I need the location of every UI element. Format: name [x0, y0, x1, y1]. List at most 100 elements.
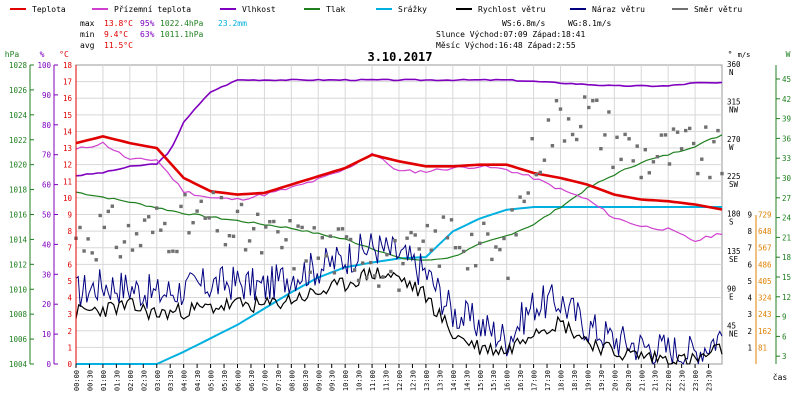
wind-direction-point — [147, 215, 151, 219]
wind-direction-point — [429, 248, 433, 252]
wind-tick-label-9: 18 — [782, 253, 792, 262]
wind-direction-point — [268, 220, 272, 224]
legend-label-6: Náraz větru — [592, 5, 645, 14]
wind-direction-point — [506, 276, 510, 280]
dir-tick-deg-4: 180 — [727, 210, 741, 219]
stat-max-rain: 23.2mm — [218, 19, 247, 28]
wind-tick-label-13: 6 — [782, 332, 787, 341]
temp-tick-label-13: 5 — [67, 277, 72, 286]
wind-direction-point — [704, 125, 708, 129]
x-tick-label-46: 23:00 — [692, 370, 700, 391]
sol-tick-label-2: 567 — [758, 244, 772, 253]
wind-direction-point — [175, 249, 179, 254]
wind-direction-point — [518, 195, 522, 199]
ms-tick-label-2: 7 — [747, 244, 752, 253]
x-tick-label-26: 13:00 — [423, 370, 431, 391]
wind-direction-point — [570, 132, 575, 137]
x-tick-label-36: 18:00 — [558, 370, 566, 391]
wind-direction-point — [211, 190, 215, 195]
wind-direction-point — [191, 221, 195, 225]
hpa-axis-unit: hPa — [5, 50, 20, 59]
info-moon: Měsíc Východ:16:48 Západ:2:55 — [436, 41, 576, 50]
temp-tick-label-0: 18 — [63, 61, 73, 70]
wind-direction-point — [397, 288, 401, 292]
temp-tick-label-10: 8 — [67, 227, 72, 236]
hpa-tick-label-2: 1024 — [9, 111, 28, 120]
chart-legend: Teplota Přízemní teplota Vlhkost Tlak Srážky… — [10, 5, 742, 14]
hpa-tick-label-9: 1010 — [9, 285, 28, 294]
y-axes: hPa1028102610241022102010181016101410121… — [5, 50, 792, 369]
wind-direction-point — [82, 249, 86, 253]
wind-tick-label-12: 9 — [782, 313, 787, 322]
stat-max-label: max — [80, 19, 95, 28]
stat-max-hum: 95% — [140, 19, 155, 28]
wind-direction-point — [684, 128, 688, 133]
wind-direction-point — [502, 236, 506, 241]
wind-direction-point — [361, 261, 365, 265]
dir-tick-deg-2: 270 — [727, 135, 741, 144]
wind-direction-point — [494, 245, 498, 249]
hpa-tick-label-7: 1014 — [9, 235, 28, 244]
wind-direction-point — [138, 243, 143, 248]
temp-tick-label-3: 15 — [63, 111, 72, 120]
wind-direction-point — [276, 230, 280, 234]
temp-tick-label-15: 3 — [67, 310, 72, 319]
pct-tick-label-7: 30 — [42, 270, 52, 279]
x-tick-label-43: 21:30 — [652, 370, 660, 391]
wind-direction-point — [336, 227, 341, 231]
x-tick-label-10: 05:00 — [208, 370, 216, 391]
wind-direction-point — [530, 137, 534, 141]
stat-avg-temp: 11.5°C — [104, 41, 133, 50]
wind-direction-point — [78, 225, 82, 230]
wind-direction-point — [389, 269, 393, 274]
sol-tick-label-4: 405 — [758, 277, 772, 286]
wind-direction-point — [425, 223, 429, 228]
x-tick-label-47: 23:30 — [706, 370, 714, 391]
wind-direction-point — [667, 162, 672, 166]
wind-direction-point — [134, 232, 139, 236]
hpa-tick-label-8: 1012 — [9, 260, 27, 269]
ms-tick-label-1: 8 — [747, 227, 752, 236]
wind-direction-point — [207, 216, 211, 220]
x-tick-label-34: 17:00 — [531, 370, 539, 391]
pct-tick-label-9: 10 — [42, 330, 52, 339]
wind-direction-point — [219, 195, 224, 200]
wind-direction-point — [615, 135, 619, 139]
x-tick-label-40: 20:00 — [611, 370, 619, 391]
x-tick-label-30: 15:00 — [477, 370, 485, 391]
x-tick-label-14: 07:00 — [261, 370, 269, 391]
hpa-tick-label-11: 1006 — [9, 335, 28, 344]
ms-tick-label-4: 5 — [747, 277, 752, 286]
temp-tick-label-7: 11 — [63, 177, 72, 186]
wind-tick-label-1: 42 — [782, 95, 791, 104]
wind-direction-point — [155, 206, 159, 210]
x-tick-label-17: 08:30 — [302, 370, 310, 391]
info-sun: Slunce Východ:07:09 Západ:18:41 — [436, 30, 585, 39]
pct-tick-label-1: 90 — [42, 91, 52, 100]
wind-direction-point — [272, 219, 276, 224]
legend-label-0: Teplota — [32, 5, 66, 14]
ms-tick-label-7: 2 — [747, 327, 752, 336]
legend-label-4: Srážky — [398, 5, 427, 14]
wind-tick-label-6: 27 — [782, 194, 791, 203]
wind-direction-point — [90, 251, 94, 255]
wind-direction-point — [595, 98, 599, 102]
x-tick-label-44: 22:00 — [665, 370, 673, 391]
pct-tick-label-8: 20 — [42, 300, 52, 309]
ms-tick-label-8: 1 — [747, 343, 752, 352]
wind-direction-point — [284, 238, 288, 242]
wind-direction-point — [542, 158, 547, 162]
x-tick-label-27: 13:30 — [436, 370, 444, 391]
wind-direction-point — [340, 227, 345, 231]
wind-direction-point — [522, 199, 526, 204]
dir-tick-card-6: E — [729, 292, 734, 301]
wind-direction-point — [679, 147, 684, 151]
x-tick-label-20: 10:00 — [342, 370, 350, 391]
wind-direction-point — [393, 238, 397, 243]
sol-tick-label-8: 81 — [758, 343, 767, 352]
temp-tick-label-9: 9 — [67, 211, 72, 220]
sol-tick-label-0: 729 — [758, 211, 772, 220]
wind-direction-point — [352, 268, 357, 272]
wind-direction-point — [86, 237, 90, 241]
